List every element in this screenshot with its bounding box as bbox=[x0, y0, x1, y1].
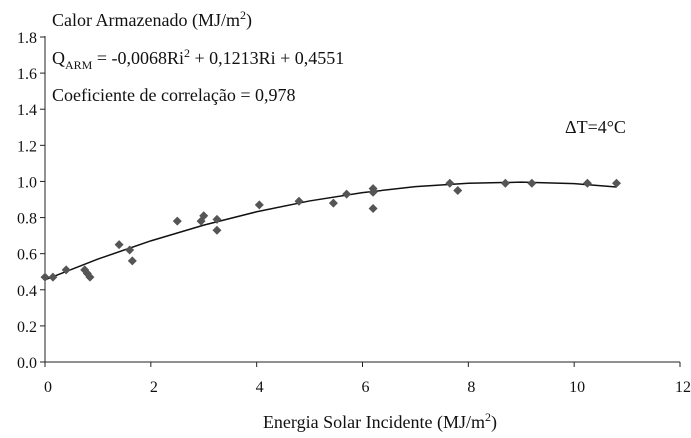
data-point bbox=[125, 245, 135, 255]
y-tick-label: 1.4 bbox=[17, 102, 37, 119]
data-point bbox=[199, 211, 209, 221]
title-sup: 2 bbox=[240, 8, 246, 22]
fit-curve bbox=[44, 181, 617, 281]
annotation: ΔT=4°C bbox=[565, 117, 626, 137]
equation-text: Q bbox=[52, 48, 65, 68]
x-label-sup: 2 bbox=[485, 410, 491, 424]
data-point bbox=[254, 200, 264, 210]
data-point bbox=[527, 178, 537, 188]
data-point bbox=[582, 178, 592, 188]
chart-title: Calor Armazenado (MJ/m2) bbox=[52, 8, 252, 31]
data-point bbox=[342, 189, 352, 199]
data-point bbox=[172, 216, 182, 226]
x-tick-label: 10 bbox=[569, 379, 585, 396]
data-point bbox=[328, 198, 338, 208]
y-tick-label: 1.6 bbox=[17, 66, 37, 83]
data-point bbox=[127, 256, 137, 266]
equation-sub: ARM bbox=[65, 58, 93, 72]
data-point bbox=[453, 185, 463, 195]
y-tick-label: 1.2 bbox=[17, 138, 37, 155]
data-point bbox=[212, 214, 222, 224]
title-text: Calor Armazenado (MJ/m bbox=[52, 10, 240, 31]
title-text: ) bbox=[246, 10, 252, 31]
data-point bbox=[212, 225, 222, 235]
equation: QARM = -0,0068Ri2 + 0,1213Ri + 0,4551 bbox=[52, 46, 344, 72]
data-point bbox=[294, 196, 304, 206]
x-label-text: Energia Solar Incidente (MJ/m bbox=[263, 412, 485, 433]
x-tick-label: 4 bbox=[256, 379, 264, 396]
equation-sup: 2 bbox=[184, 46, 190, 60]
x-label-text: ) bbox=[491, 412, 497, 433]
y-tick-label: 0.4 bbox=[17, 283, 37, 300]
x-tick-label: 0 bbox=[44, 379, 52, 396]
correlation: Coeficiente de correlação = 0,978 bbox=[52, 85, 296, 105]
data-point bbox=[40, 272, 50, 282]
x-tick-label: 6 bbox=[362, 379, 370, 396]
data-point bbox=[612, 178, 621, 188]
data-point bbox=[61, 265, 71, 275]
data-point bbox=[85, 272, 95, 282]
data-point bbox=[500, 178, 510, 188]
y-tick-label: 0.0 bbox=[17, 355, 37, 372]
y-tick-label: 0.8 bbox=[17, 211, 37, 228]
x-tick-label: 2 bbox=[150, 379, 158, 396]
data-point bbox=[368, 204, 378, 214]
y-tick-label: 1.0 bbox=[17, 174, 37, 191]
data-point bbox=[114, 240, 124, 250]
y-tick-label: 0.6 bbox=[17, 247, 37, 264]
data-point bbox=[48, 272, 58, 282]
y-tick-label: 1.8 bbox=[17, 30, 37, 47]
x-tick-label: 8 bbox=[467, 379, 475, 396]
data-point bbox=[368, 187, 378, 197]
data-point bbox=[445, 178, 455, 188]
equation-text: + 0,1213Ri + 0,4551 bbox=[190, 48, 344, 68]
x-tick-label: 12 bbox=[675, 379, 691, 396]
x-axis-label: Energia Solar Incidente (MJ/m2) bbox=[263, 410, 497, 433]
equation-text: = -0,0068Ri bbox=[92, 48, 184, 68]
y-tick-label: 0.2 bbox=[17, 319, 37, 336]
